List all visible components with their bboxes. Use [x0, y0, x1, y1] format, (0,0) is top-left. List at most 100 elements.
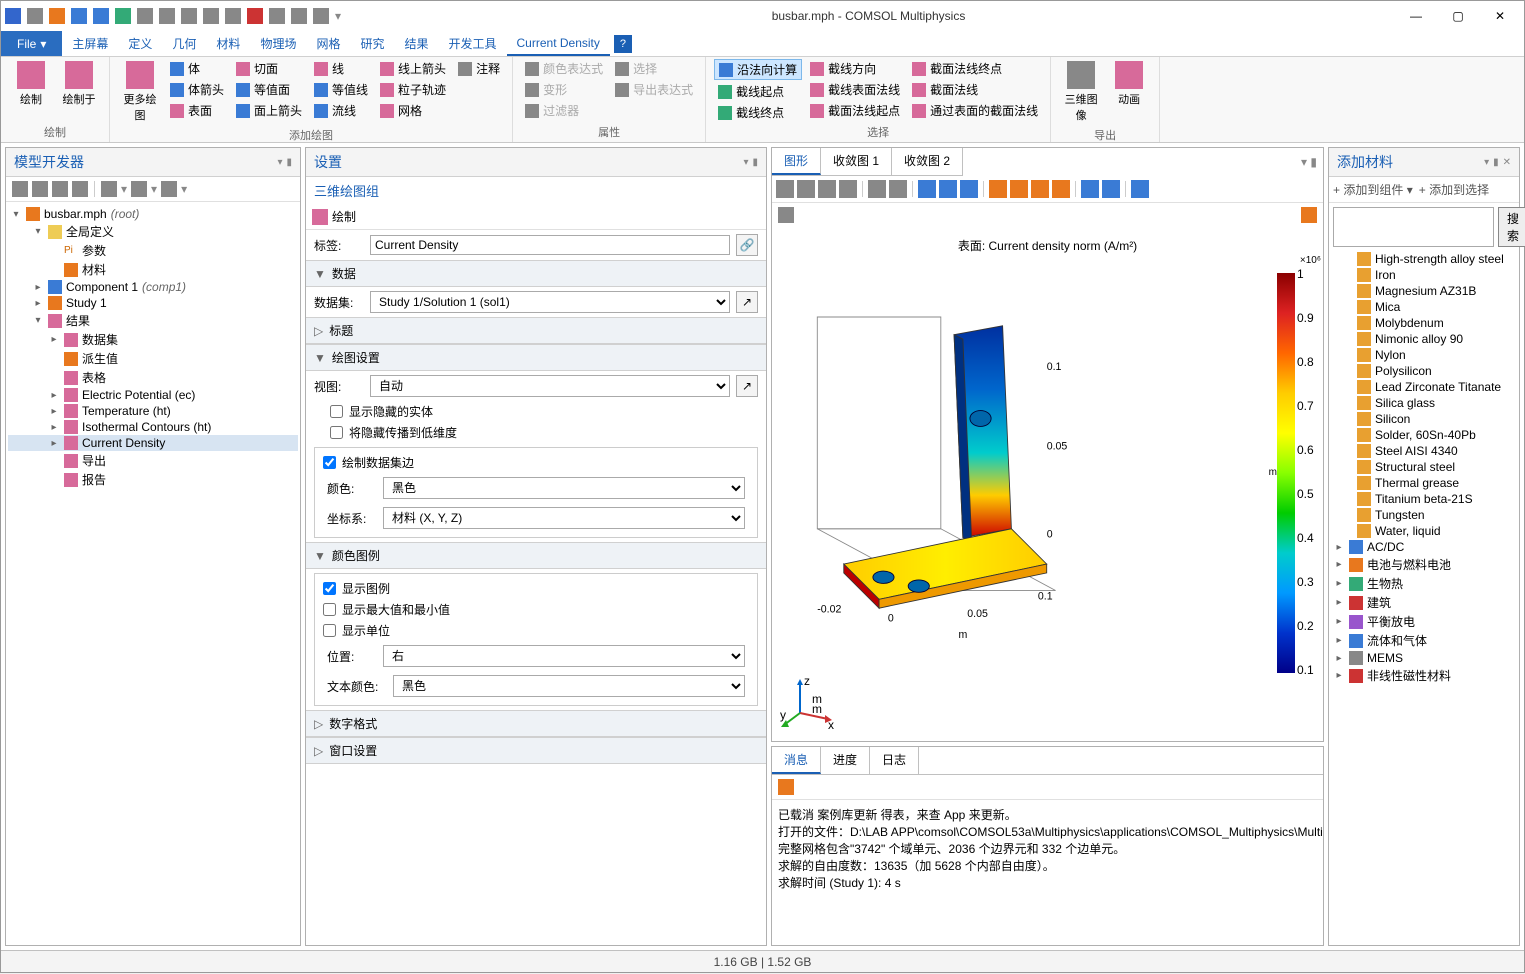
tree-filter-icon[interactable]	[131, 181, 147, 197]
print-icon[interactable]	[778, 207, 794, 223]
open-icon[interactable]	[49, 8, 65, 24]
view-select[interactable]: 自动	[370, 375, 730, 397]
material-search-button[interactable]: 搜索	[1498, 207, 1525, 247]
label-input[interactable]	[370, 235, 730, 255]
minimize-button[interactable]: —	[1396, 2, 1436, 30]
tree-node[interactable]: ▸Isothermal Contours (ht)	[8, 419, 298, 435]
hidden-ent-checkbox[interactable]	[330, 405, 343, 418]
tree-node[interactable]: ▾结果	[8, 311, 298, 330]
menu-tab[interactable]: 研究	[350, 31, 394, 56]
material-category[interactable]: ▸平衡放电	[1329, 612, 1519, 631]
ribbon-button[interactable]: 切面	[232, 59, 306, 78]
panel-menu-icon[interactable]: ▾	[1301, 155, 1307, 169]
menu-tab[interactable]: Current Density	[507, 31, 610, 56]
tree-node[interactable]: 报告	[8, 470, 298, 489]
material-category[interactable]: ▸生物热	[1329, 574, 1519, 593]
model-tree[interactable]: ▾busbar.mph (root)▾全局定义Pi参数材料▸Component …	[6, 202, 300, 945]
material-item[interactable]: Solder, 60Sn-40Pb	[1329, 427, 1519, 443]
ribbon-button[interactable]: 沿法向计算	[714, 59, 802, 80]
graphics-tab[interactable]: 图形	[772, 148, 821, 175]
maximize-button[interactable]: ▢	[1438, 2, 1478, 30]
sel3-icon[interactable]	[1031, 180, 1049, 198]
zoom-in-icon[interactable]	[776, 180, 794, 198]
tree-node[interactable]: 派生值	[8, 349, 298, 368]
color-select[interactable]: 黑色	[383, 477, 745, 499]
delete-icon[interactable]	[247, 8, 263, 24]
tree-node[interactable]: 导出	[8, 451, 298, 470]
zoom-extents-icon[interactable]	[818, 180, 836, 198]
material-item[interactable]: High-strength alloy steel	[1329, 251, 1519, 267]
ribbon-button[interactable]: 线	[310, 59, 372, 78]
menu-tab[interactable]: 结果	[394, 31, 438, 56]
dup-icon[interactable]	[225, 8, 241, 24]
material-item[interactable]: Structural steel	[1329, 459, 1519, 475]
section-plot[interactable]: 绘图设置	[332, 349, 380, 366]
log-text[interactable]: 已载消 案例库更新 得表，来查 App 来更新。打开的文件：D:\LAB APP…	[772, 800, 1323, 945]
copy-icon[interactable]	[181, 8, 197, 24]
ribbon-button[interactable]: 通过表面的截面法线	[908, 101, 1042, 120]
material-item[interactable]: Molybdenum	[1329, 315, 1519, 331]
material-category[interactable]: ▸建筑	[1329, 593, 1519, 612]
tree-nav-back-icon[interactable]	[12, 181, 28, 197]
ribbon-button[interactable]: 面上箭头	[232, 101, 306, 120]
tree-node[interactable]: ▸Temperature (ht)	[8, 403, 298, 419]
dataset-select[interactable]: Study 1/Solution 1 (sol1)	[370, 291, 730, 313]
ribbon-button[interactable]: 截线终点	[714, 103, 802, 122]
zoom-box-icon[interactable]	[839, 180, 857, 198]
material-category[interactable]: ▸电池与燃料电池	[1329, 555, 1519, 574]
log-tab[interactable]: 消息	[772, 747, 821, 774]
tree-nav-up-icon[interactable]	[52, 181, 68, 197]
menu-tab[interactable]: 网格	[306, 31, 350, 56]
propagate-checkbox[interactable]	[330, 426, 343, 439]
plot-icon[interactable]	[312, 209, 328, 225]
ribbon-button[interactable]: 截面法线	[908, 80, 1042, 99]
tree-node[interactable]: 表格	[8, 368, 298, 387]
file-menu[interactable]: File▾	[1, 31, 62, 56]
undo-icon[interactable]	[137, 8, 153, 24]
new-icon[interactable]	[27, 8, 43, 24]
panel-menu-icon[interactable]: ▾	[1484, 157, 1489, 168]
add-component-button[interactable]: + 添加到组件 ▾	[1333, 181, 1413, 198]
ribbon-button[interactable]: 网格	[376, 101, 450, 120]
material-item[interactable]: Silica glass	[1329, 395, 1519, 411]
rotate-icon[interactable]	[868, 180, 886, 198]
menu-tab[interactable]: 物理场	[250, 31, 306, 56]
log-tab[interactable]: 日志	[870, 747, 919, 774]
panel-menu-icon[interactable]: ▾	[743, 157, 748, 168]
ribbon-button[interactable]: 绘制	[9, 59, 53, 109]
show1-icon[interactable]	[1081, 180, 1099, 198]
tree-view-icon[interactable]	[101, 181, 117, 197]
section-title[interactable]: 标题	[329, 322, 353, 339]
tree-node[interactable]: Pi参数	[8, 241, 298, 260]
add-selection-button[interactable]: + 添加到选择	[1419, 181, 1489, 198]
tree-node[interactable]: ▸Component 1 (comp1)	[8, 279, 298, 295]
tree-node[interactable]: 材料	[8, 260, 298, 279]
tree-node[interactable]: ▾全局定义	[8, 222, 298, 241]
tree-opt-icon[interactable]	[161, 181, 177, 197]
save-icon[interactable]	[71, 8, 87, 24]
ribbon-button[interactable]: 体	[166, 59, 228, 78]
tree-nav-down-icon[interactable]	[72, 181, 88, 197]
ribbon-button[interactable]: 体箭头	[166, 80, 228, 99]
saveall-icon[interactable]	[93, 8, 109, 24]
show2-icon[interactable]	[1102, 180, 1120, 198]
close-button[interactable]: ✕	[1480, 2, 1520, 30]
section-numfmt[interactable]: 数字格式	[329, 715, 377, 732]
ribbon-button[interactable]: 截线方向	[806, 59, 904, 78]
plot-button[interactable]: 绘制	[332, 208, 356, 225]
tree-node[interactable]: ▸数据集	[8, 330, 298, 349]
material-item[interactable]: Silicon	[1329, 411, 1519, 427]
graphics-tab[interactable]: 收敛图 1	[821, 148, 892, 175]
view-goto-button[interactable]: ↗	[736, 375, 758, 397]
material-item[interactable]: Tungsten	[1329, 507, 1519, 523]
material-item[interactable]: Mica	[1329, 299, 1519, 315]
material-item[interactable]: Thermal grease	[1329, 475, 1519, 491]
sel2-icon[interactable]	[1010, 180, 1028, 198]
material-item[interactable]: Iron	[1329, 267, 1519, 283]
tree-node[interactable]: ▸Study 1	[8, 295, 298, 311]
graphics-tab[interactable]: 收敛图 2	[892, 148, 963, 175]
panel-close-icon[interactable]: ✕	[1503, 157, 1511, 168]
run-icon[interactable]	[115, 8, 131, 24]
log-clear-icon[interactable]	[778, 779, 794, 795]
ribbon-button[interactable]: 更多绘图	[118, 59, 162, 125]
